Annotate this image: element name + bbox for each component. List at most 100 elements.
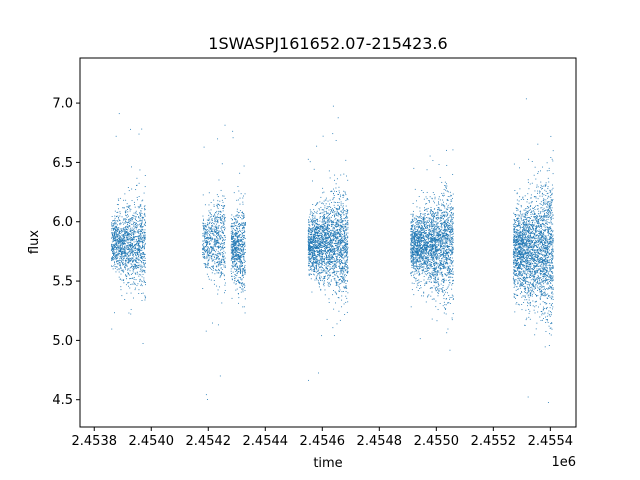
data-point bbox=[129, 233, 130, 235]
data-point bbox=[121, 238, 123, 240]
data-point bbox=[211, 246, 212, 248]
data-point bbox=[331, 246, 333, 248]
data-point bbox=[342, 262, 344, 264]
data-point bbox=[326, 267, 328, 269]
data-point bbox=[234, 280, 236, 282]
data-point bbox=[341, 269, 343, 271]
data-point bbox=[210, 209, 212, 211]
data-point bbox=[135, 257, 137, 259]
data-point bbox=[321, 223, 323, 225]
data-point bbox=[128, 207, 129, 209]
data-point bbox=[335, 265, 337, 267]
data-point bbox=[236, 236, 238, 238]
data-point bbox=[326, 318, 328, 320]
data-point bbox=[242, 268, 244, 270]
data-point bbox=[340, 213, 342, 215]
data-point bbox=[320, 280, 321, 281]
data-point bbox=[312, 246, 314, 248]
data-point bbox=[112, 227, 114, 229]
data-point bbox=[141, 300, 143, 301]
data-point bbox=[221, 253, 223, 255]
data-point bbox=[138, 239, 140, 241]
data-point bbox=[219, 246, 221, 248]
data-point bbox=[314, 217, 316, 219]
data-point bbox=[131, 257, 133, 259]
data-point bbox=[236, 256, 238, 258]
data-point bbox=[221, 199, 223, 201]
data-point bbox=[213, 283, 215, 285]
data-point bbox=[120, 260, 122, 261]
data-point bbox=[111, 233, 113, 235]
data-point bbox=[309, 267, 311, 268]
data-point bbox=[321, 257, 323, 259]
data-point bbox=[116, 241, 118, 243]
data-point bbox=[238, 190, 240, 192]
data-point bbox=[235, 246, 237, 248]
data-point bbox=[333, 268, 335, 270]
data-point bbox=[203, 235, 205, 237]
data-point bbox=[335, 284, 337, 286]
data-point bbox=[324, 229, 326, 230]
data-point bbox=[339, 239, 341, 241]
data-point bbox=[330, 220, 332, 222]
data-point bbox=[240, 265, 242, 267]
data-point bbox=[239, 210, 241, 212]
data-point bbox=[313, 236, 315, 238]
data-point bbox=[325, 238, 327, 239]
data-point bbox=[329, 238, 331, 240]
data-point bbox=[129, 231, 131, 232]
data-point bbox=[324, 248, 325, 249]
data-point bbox=[316, 145, 318, 147]
data-point bbox=[209, 243, 211, 244]
data-point bbox=[344, 263, 346, 264]
data-point bbox=[210, 232, 211, 234]
data-point bbox=[130, 230, 132, 232]
data-point bbox=[127, 262, 129, 264]
data-point bbox=[322, 192, 324, 194]
data-point bbox=[317, 273, 319, 275]
data-point bbox=[330, 250, 332, 252]
data-point bbox=[135, 210, 137, 212]
data-point bbox=[119, 236, 121, 238]
data-point bbox=[312, 223, 314, 225]
data-point bbox=[332, 253, 334, 255]
data-point bbox=[243, 224, 245, 226]
data-point bbox=[221, 272, 223, 274]
data-point bbox=[213, 205, 215, 207]
data-point bbox=[111, 265, 112, 267]
data-point bbox=[340, 231, 342, 233]
data-point bbox=[232, 137, 234, 139]
data-point bbox=[338, 224, 340, 226]
data-point bbox=[217, 225, 219, 227]
data-point bbox=[326, 262, 328, 264]
data-point bbox=[322, 252, 324, 254]
data-point bbox=[336, 266, 337, 268]
data-point bbox=[342, 240, 344, 242]
season-points bbox=[230, 130, 246, 314]
data-point bbox=[326, 232, 328, 234]
data-point bbox=[120, 251, 122, 253]
data-point bbox=[330, 232, 332, 234]
data-point bbox=[118, 239, 120, 241]
data-point bbox=[213, 280, 215, 281]
data-point bbox=[315, 232, 317, 234]
data-point bbox=[216, 240, 217, 242]
data-point bbox=[112, 252, 113, 254]
data-point bbox=[219, 214, 221, 215]
data-point bbox=[320, 229, 322, 231]
data-point bbox=[241, 279, 243, 281]
data-point bbox=[244, 223, 245, 225]
data-point bbox=[330, 239, 332, 241]
data-point bbox=[316, 240, 318, 242]
data-point bbox=[135, 189, 137, 191]
data-point bbox=[121, 255, 123, 257]
data-point bbox=[321, 239, 323, 241]
data-point bbox=[129, 210, 131, 212]
data-point bbox=[112, 247, 114, 249]
data-point bbox=[215, 249, 217, 251]
data-point bbox=[311, 227, 313, 229]
data-point bbox=[140, 267, 142, 269]
data-point bbox=[235, 235, 237, 237]
data-point bbox=[123, 229, 125, 231]
data-point bbox=[334, 258, 335, 260]
